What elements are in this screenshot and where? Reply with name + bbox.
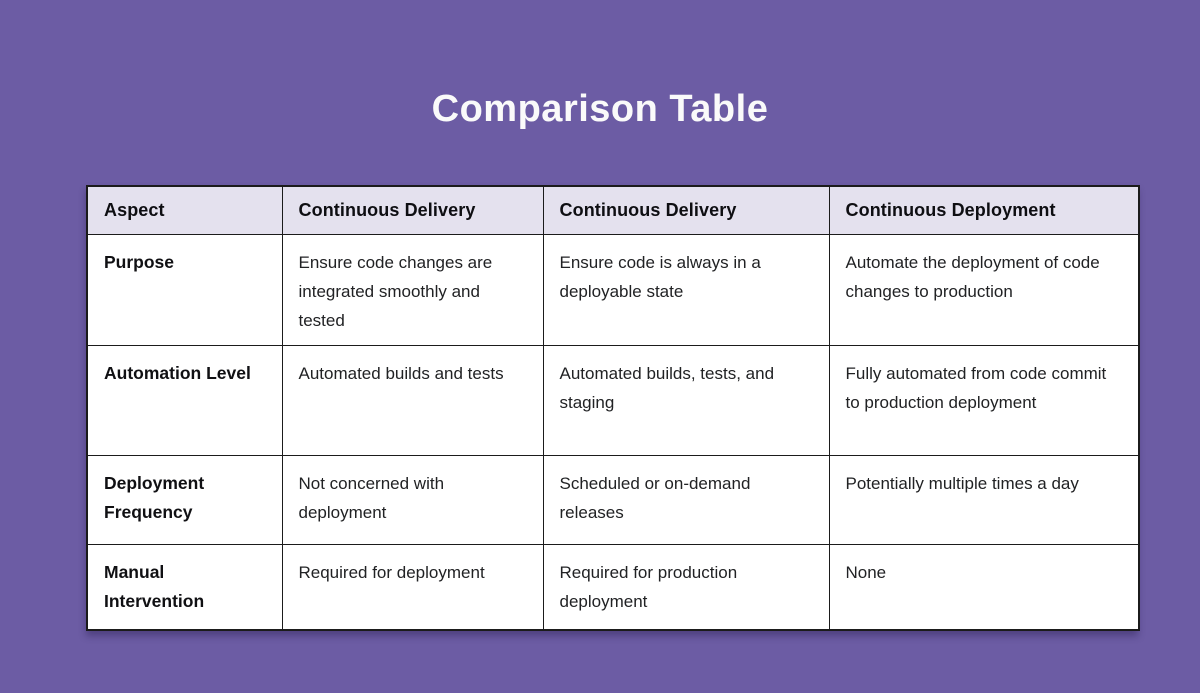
page-title: Comparison Table (431, 88, 769, 130)
table-cell: Scheduled or on-demand releases (542, 454, 830, 545)
table-cell: None (828, 543, 1140, 631)
table-cell: Ensure code is always in a deployable st… (542, 233, 830, 346)
table-row-purpose: Purpose Ensure code changes are integrat… (86, 233, 1140, 346)
column-header-continuous-deployment: Continuous Deployment (828, 185, 1140, 235)
column-header-aspect: Aspect (86, 185, 283, 235)
table-cell: Potentially multiple times a day (828, 454, 1140, 545)
table-row-deployment-frequency: Deployment Frequency Not concerned with … (86, 454, 1140, 545)
table-row-manual-intervention: Manual Intervention Required for deploym… (86, 543, 1140, 631)
table-cell: Fully automated from code commit to prod… (828, 344, 1140, 456)
table-cell: Automated builds, tests, and staging (542, 344, 830, 456)
table-cell: Not concerned with deployment (281, 454, 544, 545)
column-header-continuous-delivery-2: Continuous Delivery (542, 185, 830, 235)
row-label-automation-level: Automation Level (86, 344, 283, 456)
comparison-table: Aspect Continuous Delivery Continuous De… (86, 185, 1140, 631)
table-cell: Automated builds and tests (281, 344, 544, 456)
table-row-automation-level: Automation Level Automated builds and te… (86, 344, 1140, 456)
row-label-deployment-frequency: Deployment Frequency (86, 454, 283, 545)
table-cell: Required for production deployment (542, 543, 830, 631)
table-cell: Required for deployment (281, 543, 544, 631)
table-cell: Automate the deployment of code changes … (828, 233, 1140, 346)
comparison-table-container: Aspect Continuous Delivery Continuous De… (86, 185, 1140, 631)
row-label-manual-intervention: Manual Intervention (86, 543, 283, 631)
table-header-row: Aspect Continuous Delivery Continuous De… (86, 185, 1140, 235)
table-cell: Ensure code changes are integrated smoot… (281, 233, 544, 346)
row-label-purpose: Purpose (86, 233, 283, 346)
column-header-continuous-delivery-1: Continuous Delivery (281, 185, 544, 235)
